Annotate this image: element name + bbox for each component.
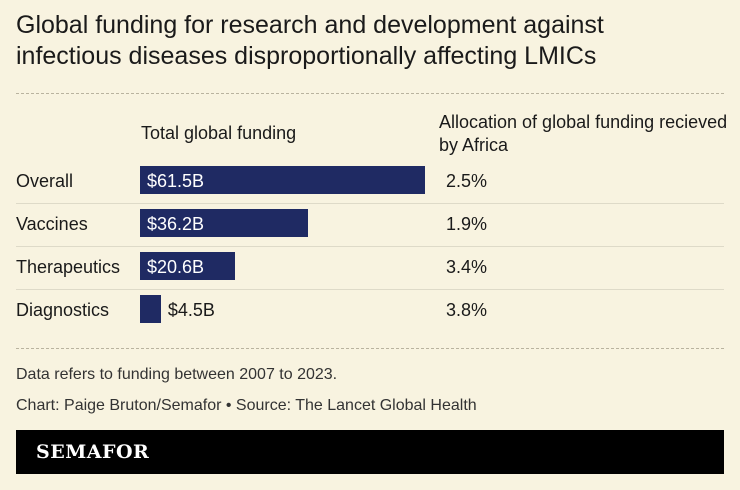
footer-bar: SEMAFOR <box>16 430 724 474</box>
data-note: Data refers to funding between 2007 to 2… <box>16 366 338 383</box>
column-header-funding: Total global funding <box>141 123 297 143</box>
funding-value-label: $36.2B <box>147 214 205 234</box>
bar-row: Overall $61.5B 2.5% <box>16 160 724 204</box>
africa-share-value: 3.4% <box>446 257 488 277</box>
divider-bottom <box>16 348 724 349</box>
funding-value-label: $61.5B <box>147 171 205 191</box>
semafor-logo: SEMAFOR <box>36 441 150 463</box>
bar-row: Therapeutics $20.6B 3.4% <box>16 246 724 290</box>
funding-bar <box>140 295 161 323</box>
category-label: Vaccines <box>16 214 88 234</box>
bar-row: Diagnostics $4.5B 3.8% <box>16 289 724 332</box>
divider-top <box>16 93 724 94</box>
funding-bar <box>140 166 425 194</box>
category-label: Overall <box>16 171 74 191</box>
column-header-allocation: Allocation of global funding recieved by… <box>439 112 728 155</box>
africa-share-value: 1.9% <box>446 214 488 234</box>
chart-title: Global funding for research and developm… <box>16 11 604 70</box>
funding-value-label: $4.5B <box>167 300 215 320</box>
funding-bar <box>140 209 308 237</box>
funding-bar <box>140 252 236 280</box>
funding-value-label: $20.6B <box>147 257 205 277</box>
category-label: Therapeutics <box>16 257 121 277</box>
africa-share-value: 2.5% <box>446 171 488 191</box>
africa-share-value: 3.8% <box>446 300 488 320</box>
category-label: Diagnostics <box>16 300 110 320</box>
source-credit: Chart: Paige Bruton/Semafor • Source: Th… <box>16 397 477 414</box>
bar-row: Vaccines $36.2B 1.9% <box>16 203 724 247</box>
